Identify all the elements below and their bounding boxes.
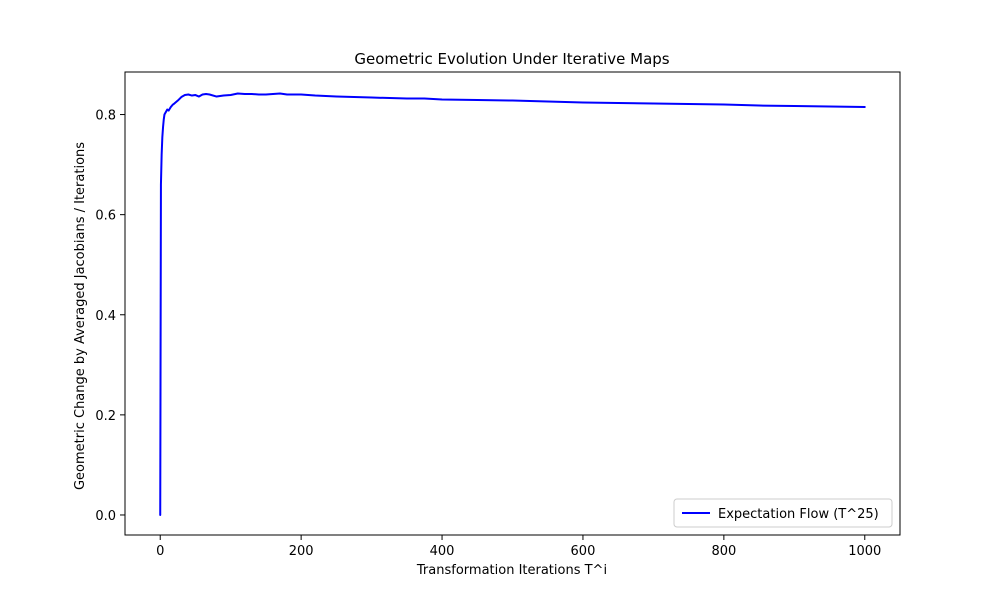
legend: Expectation Flow (T^25) [673, 498, 893, 528]
y-tick-label: 0.2 [95, 409, 116, 424]
chart-title: Geometric Evolution Under Iterative Maps [354, 50, 669, 68]
y-tick-label: 0.4 [95, 309, 116, 324]
y-tick-label: 0.0 [95, 509, 116, 524]
x-tick-label: 800 [711, 544, 736, 559]
y-tick-label: 0.6 [95, 209, 116, 224]
x-tick-label: 200 [289, 544, 314, 559]
series-line [159, 92, 866, 516]
x-tick-label: 600 [571, 544, 596, 559]
legend-box [673, 498, 893, 528]
plot-area-frame [124, 71, 901, 536]
y-axis-label: Geometric Change by Averaged Jacobians /… [73, 142, 88, 490]
y-tick-label: 0.8 [95, 109, 116, 124]
x-tick-label: 1000 [848, 544, 881, 559]
x-tick-label: 0 [156, 544, 164, 559]
x-axis-label: Transformation Iterations T^i [416, 563, 607, 578]
x-tick-label: 400 [430, 544, 455, 559]
legend-label: Expectation Flow (T^25) [718, 507, 879, 522]
